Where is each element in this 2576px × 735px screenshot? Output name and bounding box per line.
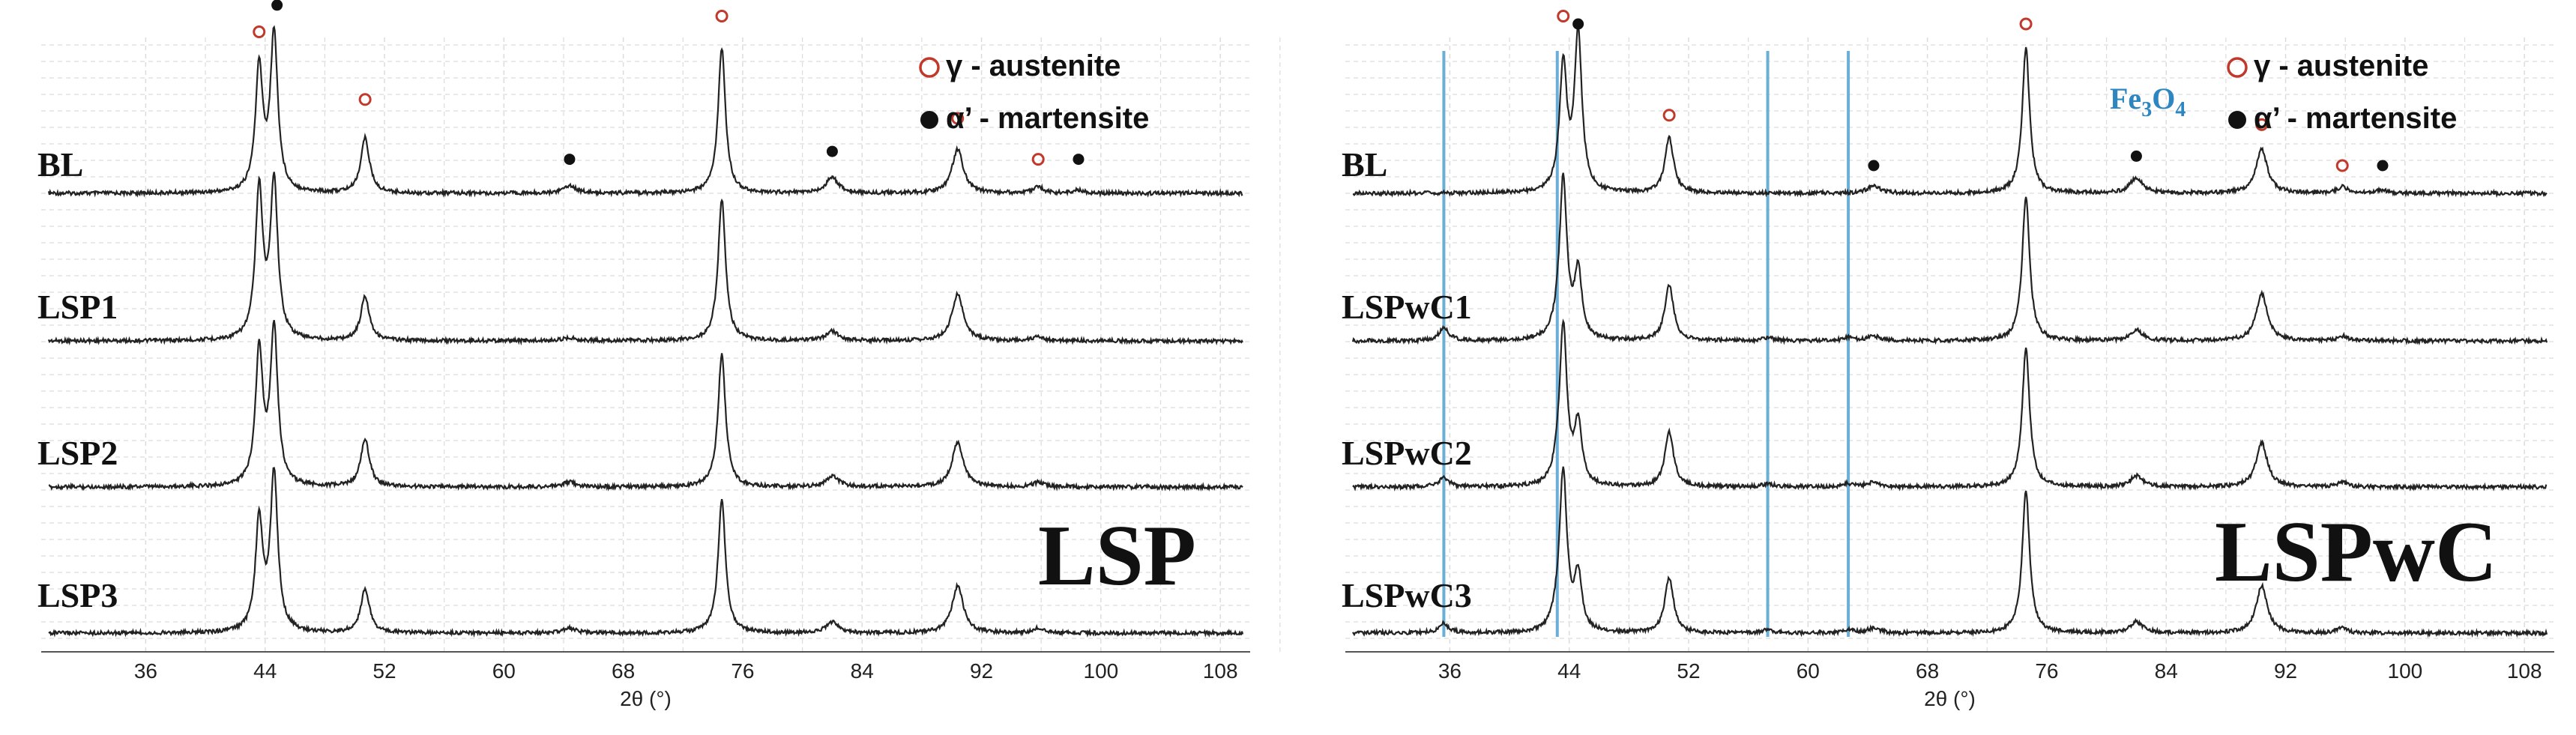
martensite-marker [2377,160,2389,172]
austenite-marker [358,93,372,106]
x-tick-label: 68 [1916,659,1939,683]
austenite-marker [2255,118,2269,131]
xrd-trace-lspwc2 [1352,318,2548,492]
xrd-trace-lspwc3 [1352,466,2548,638]
xrd-trace-bl [47,25,1243,199]
x-tick-label: 108 [1203,659,1238,683]
x-tick-label: 52 [372,659,396,683]
martensite-marker [271,0,283,11]
series-label: LSPwC1 [1342,288,1472,326]
series-label: BL [37,145,83,184]
panel-lspwc: BL LSPwC1 LSPwC2 LSPwC3 36 44 52 60 68 76 84 92 100 1… [1342,10,2554,710]
x-tick-label: 52 [1677,659,1700,683]
austenite-marker [1557,10,1570,22]
legend-austenite-label: γ - austenite [2254,49,2428,82]
series-label: LSP3 [37,576,118,614]
legend: γ - austenite α’ - martensite [919,49,1149,135]
xrd-trace-bl [1352,23,2548,199]
legend-austenite-symbol [2227,57,2248,78]
legend: γ - austenite α’ - martensite Fe3O4 [2110,49,2457,135]
austenite-marker [1031,153,1045,166]
austenite-marker [253,25,266,38]
x-tick-label: 92 [970,659,993,683]
austenite-marker [2019,17,2033,31]
xrd-trace-lsp3 [48,467,1244,638]
legend-austenite-label: γ - austenite [946,49,1120,82]
xrd-trace-lsp2 [48,320,1243,492]
x-tick-label: 84 [2155,659,2178,683]
x-axis-label: 2θ (°) [620,687,672,710]
series-label: LSPwC3 [1342,576,1472,614]
x-axis-label: 2θ (°) [1924,687,1976,710]
martensite-marker [1868,160,1880,172]
x-tick-label: 92 [2274,659,2297,683]
legend-martensite-label: α’ - martensite [946,102,1149,135]
x-tick-label: 36 [134,659,157,683]
legend-martensite-label: α’ - martensite [2254,102,2457,135]
panel-title: LSPwC [2215,504,2497,599]
x-tick-label: 76 [731,659,754,683]
xrd-trace-lspwc1 [1351,172,2548,346]
panel-title: LSP [1038,508,1196,603]
x-tick-label: 100 [2388,659,2423,683]
x-tick-label: 44 [253,659,277,683]
x-tick-label: 76 [2035,659,2058,683]
series-label: LSP2 [37,434,118,472]
legend-fe3o4-label: Fe3O4 [2110,82,2186,121]
x-tick-label: 84 [851,659,874,683]
austenite-marker [2335,159,2349,172]
martensite-marker [1572,18,1584,30]
legend-martensite-symbol [2228,111,2246,129]
grid [1345,37,2554,652]
xrd-trace-lsp1 [47,172,1243,346]
series-label: LSPwC2 [1342,434,1472,472]
panel-lsp: BL LSP1 LSP2 LSP3 36 44 52 60 68 76 84 92 100 108 2θ (… [37,0,1281,710]
x-tick-label: 100 [1084,659,1119,683]
martensite-marker [564,154,576,166]
x-tick-label: 36 [1438,659,1462,683]
x-tick-label: 60 [1797,659,1820,683]
x-tick-label: 44 [1557,659,1581,683]
austenite-marker [951,112,965,125]
martensite-marker [1073,154,1085,166]
grid [41,37,1281,652]
austenite-marker [1662,109,1676,122]
austenite-marker [715,10,729,22]
martensite-marker [2130,150,2142,162]
martensite-marker [826,145,838,157]
legend-austenite-symbol [919,57,940,78]
series-label: BL [1342,145,1387,184]
legend-martensite-symbol [920,111,938,129]
x-tick-label: 68 [612,659,635,683]
x-tick-label: 108 [2507,659,2542,683]
series-label: LSP1 [37,288,118,326]
x-tick-label: 60 [492,659,516,683]
